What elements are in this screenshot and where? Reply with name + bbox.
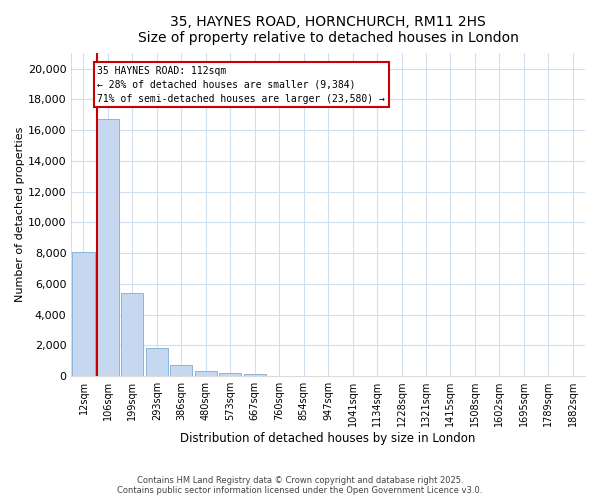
Bar (146, 348, 168, 376)
Title: 35, HAYNES ROAD, HORNCHURCH, RM11 2HS
Size of property relative to detached hous: 35, HAYNES ROAD, HORNCHURCH, RM11 2HS Si… (137, 15, 518, 45)
X-axis label: Distribution of detached houses by size in London: Distribution of detached houses by size … (181, 432, 476, 445)
Y-axis label: Number of detached properties: Number of detached properties (15, 127, 25, 302)
Bar (73, 252, 95, 376)
Bar (121, 293, 143, 376)
Text: 35 HAYNES ROAD: 112sqm
← 28% of detached houses are smaller (9,384)
71% of semi-: 35 HAYNES ROAD: 112sqm ← 28% of detached… (97, 66, 385, 104)
Bar (97, 120, 119, 376)
Bar (244, 374, 266, 376)
Bar (219, 373, 241, 376)
Bar (195, 372, 217, 376)
Bar (170, 364, 193, 376)
Text: Contains HM Land Registry data © Crown copyright and database right 2025.
Contai: Contains HM Land Registry data © Crown c… (118, 476, 482, 495)
